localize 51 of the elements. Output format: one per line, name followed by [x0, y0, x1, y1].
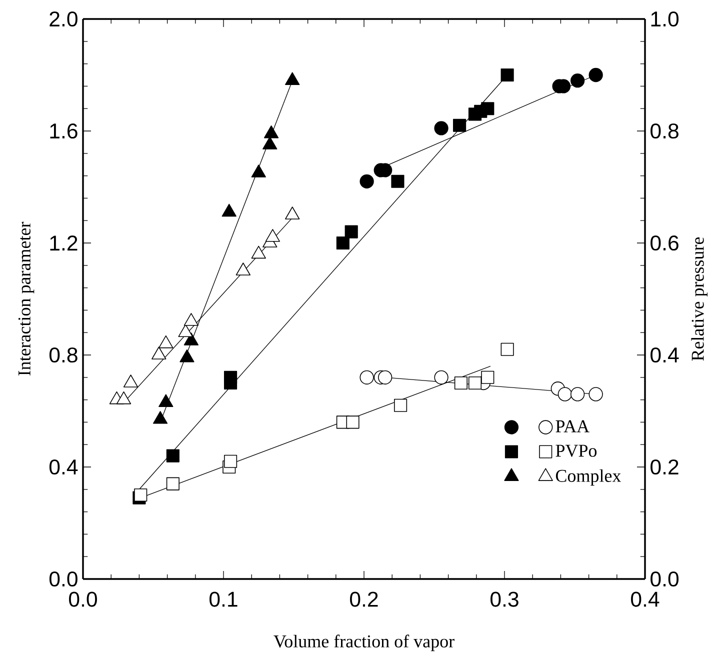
y2-tick-label: 1.0 — [651, 11, 679, 27]
point — [178, 324, 193, 337]
point — [481, 102, 494, 116]
y-tick-label: 1.6 — [50, 123, 78, 139]
point — [152, 346, 166, 360]
point — [391, 174, 404, 188]
point — [588, 387, 603, 402]
point — [251, 246, 266, 259]
point — [453, 118, 466, 132]
x-tick-label: 0.0 — [69, 592, 97, 607]
point — [265, 229, 280, 242]
point — [588, 68, 603, 82]
point — [123, 374, 138, 388]
point — [434, 370, 448, 384]
point — [360, 370, 374, 384]
point — [336, 236, 350, 250]
y2-tick-label: 0.4 — [650, 347, 679, 363]
point — [224, 370, 238, 384]
y2-tick-label: 0.6 — [650, 235, 678, 251]
point — [500, 68, 514, 82]
point — [158, 335, 174, 348]
y2-axis-title: Relative pressure — [691, 237, 708, 361]
point — [360, 174, 374, 188]
x-axis-title: Volume fraction of vapor — [274, 634, 454, 652]
x-tick-label: 0.3 — [490, 592, 518, 607]
y2-tick-label: 0.0 — [650, 571, 679, 587]
legend-label: PAA — [556, 420, 590, 432]
legend-label: PVPo — [556, 444, 597, 457]
point — [558, 387, 572, 402]
point — [285, 206, 300, 220]
point — [134, 488, 148, 502]
y2-tick-label: 0.2 — [650, 459, 678, 475]
x-tick-label: 0.4 — [631, 592, 660, 607]
y2-tick-label: 0.8 — [650, 123, 678, 139]
y-tick-label: 0.0 — [49, 571, 78, 587]
x-tick-label: 0.2 — [350, 592, 378, 607]
point — [434, 121, 448, 136]
point — [570, 74, 585, 88]
y-axis-title: Interaction parameter — [18, 222, 34, 376]
point — [378, 370, 392, 384]
point — [236, 262, 251, 276]
y-tick-label: 0.4 — [49, 459, 78, 475]
legend-label: Complex — [556, 469, 621, 486]
y-tick-label: 1.2 — [50, 236, 78, 250]
point — [344, 225, 358, 238]
point — [166, 449, 180, 462]
y-tick-label: 0.8 — [49, 347, 78, 363]
point — [570, 387, 585, 402]
y-tick-label: 2.0 — [50, 11, 78, 27]
point — [184, 312, 199, 326]
x-tick-label: 0.1 — [210, 592, 238, 607]
